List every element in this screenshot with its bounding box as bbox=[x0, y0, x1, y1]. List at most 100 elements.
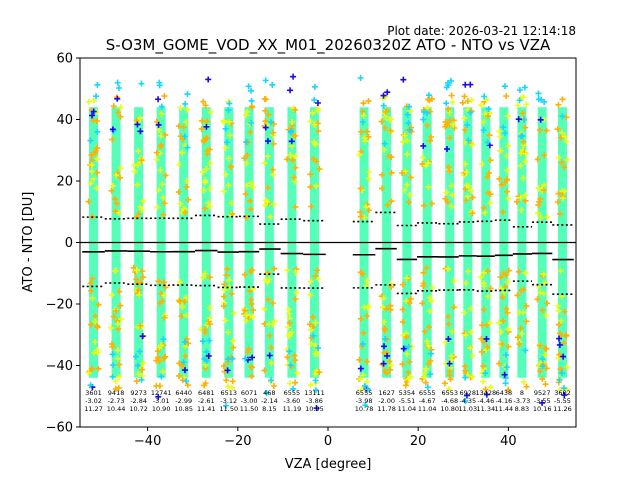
scatter-point bbox=[467, 305, 474, 312]
scatter-point-outlier bbox=[181, 338, 188, 345]
bin-statistic-text: 6555 bbox=[419, 389, 436, 397]
scatter-point bbox=[117, 316, 124, 323]
scatter-point bbox=[360, 112, 367, 119]
bin-statistic-text: -3.86 bbox=[306, 397, 323, 405]
scatter-point-outlier bbox=[380, 92, 387, 99]
scatter-point bbox=[312, 319, 319, 326]
scatter-point bbox=[468, 187, 475, 194]
scatter-point-outlier bbox=[500, 124, 507, 131]
scatter-point bbox=[177, 104, 184, 111]
scatter-point bbox=[205, 199, 212, 206]
scatter-point bbox=[403, 334, 410, 341]
scatter-point-outlier bbox=[559, 370, 566, 377]
scatter-point bbox=[446, 368, 453, 375]
scatter-point-outlier bbox=[206, 337, 213, 344]
scatter-point bbox=[406, 300, 413, 307]
scatter-point-outlier bbox=[156, 82, 163, 89]
scatter-point bbox=[425, 360, 432, 367]
scatter-point bbox=[288, 118, 295, 125]
bin-statistic-text: -5.55 bbox=[554, 397, 571, 405]
scatter-point bbox=[561, 133, 568, 140]
scatter-point bbox=[486, 320, 493, 327]
bin-statistic-text: 10.72 bbox=[129, 405, 148, 413]
scatter-point bbox=[518, 330, 525, 337]
scatter-point bbox=[503, 177, 510, 184]
scatter-point bbox=[487, 157, 494, 164]
scatter-point bbox=[360, 100, 367, 107]
scatter-point bbox=[483, 97, 490, 104]
scatter-point-outlier bbox=[420, 116, 427, 123]
scatter-point bbox=[478, 335, 485, 342]
scatter-point-outlier bbox=[362, 402, 369, 409]
scatter-point bbox=[292, 203, 299, 210]
scatter-point bbox=[382, 108, 389, 115]
scatter-point bbox=[428, 200, 435, 207]
scatter-point bbox=[184, 106, 191, 113]
scatter-point bbox=[542, 345, 549, 352]
scatter-point bbox=[448, 353, 455, 360]
bin-statistic-text: -3.55 bbox=[534, 397, 551, 405]
scatter-point-outlier bbox=[269, 81, 276, 88]
scatter-point bbox=[243, 317, 250, 324]
scatter-point bbox=[496, 360, 503, 367]
scatter-point bbox=[220, 303, 227, 310]
scatter-point-outlier bbox=[361, 382, 368, 389]
scatter-point bbox=[486, 132, 493, 139]
scatter-point-outlier bbox=[182, 100, 189, 107]
scatter-point bbox=[479, 161, 486, 168]
scatter-point-outlier bbox=[467, 109, 474, 116]
scatter-point bbox=[405, 199, 412, 206]
scatter-point bbox=[358, 148, 365, 155]
scatter-point bbox=[131, 168, 138, 175]
bin-statistic-text: 10.95 bbox=[305, 405, 324, 413]
scatter-point bbox=[387, 366, 394, 373]
bin-statistic-text: -4.46 bbox=[477, 397, 494, 405]
scatter-point-outlier bbox=[424, 384, 431, 391]
scatter-point bbox=[137, 279, 144, 286]
scatter-point bbox=[87, 280, 94, 287]
scatter-point bbox=[242, 112, 249, 119]
scatter-point bbox=[500, 270, 507, 277]
scatter-point bbox=[135, 148, 142, 155]
scatter-point-outlier bbox=[539, 399, 546, 406]
scatter-point bbox=[469, 194, 476, 201]
scatter-point bbox=[108, 324, 115, 331]
scatter-point bbox=[91, 339, 98, 346]
scatter-point bbox=[407, 174, 414, 181]
scatter-point bbox=[555, 321, 562, 328]
scatter-point bbox=[403, 350, 410, 357]
scatter-point bbox=[156, 127, 163, 134]
scatter-point-outlier bbox=[181, 133, 188, 140]
scatter-point bbox=[426, 307, 433, 314]
scatter-point bbox=[425, 183, 432, 190]
scatter-point bbox=[241, 271, 248, 278]
scatter-point-outlier bbox=[248, 119, 255, 126]
scatter-point bbox=[244, 349, 251, 356]
scatter-point-outlier bbox=[90, 108, 97, 115]
scatter-point bbox=[242, 191, 249, 198]
scatter-point bbox=[229, 378, 236, 385]
scatter-point bbox=[383, 305, 390, 312]
scatter-point bbox=[497, 328, 504, 335]
scatter-point bbox=[406, 358, 413, 365]
scatter-point bbox=[250, 307, 257, 314]
scatter-point-outlier bbox=[380, 102, 387, 109]
scatter-point bbox=[399, 138, 406, 145]
scatter-point-outlier bbox=[94, 128, 101, 135]
scatter-point bbox=[520, 309, 527, 316]
scatter-point bbox=[357, 376, 364, 383]
scatter-point bbox=[183, 294, 190, 301]
scatter-point-outlier bbox=[87, 137, 94, 144]
scatter-point bbox=[246, 288, 253, 295]
scatter-point bbox=[135, 286, 142, 293]
scatter-point-outlier bbox=[203, 123, 210, 130]
scatter-point bbox=[381, 146, 388, 153]
scatter-point bbox=[379, 304, 386, 311]
scatter-point bbox=[360, 372, 367, 379]
scatter-point bbox=[539, 307, 546, 314]
scatter-point bbox=[243, 160, 250, 167]
scatter-point bbox=[462, 126, 469, 133]
scatter-point bbox=[534, 156, 541, 163]
scatter-point bbox=[381, 319, 388, 326]
scatter-point-outlier bbox=[485, 105, 492, 112]
